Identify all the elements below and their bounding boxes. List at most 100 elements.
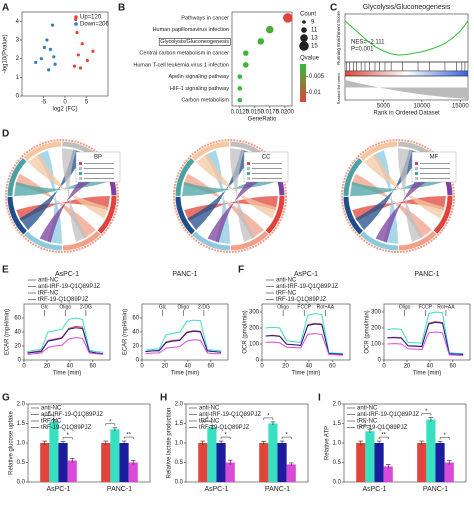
annotation: Rot+AA: [317, 304, 335, 310]
x-tick-label: 0: [382, 364, 386, 370]
x-tick-label: 40: [185, 364, 192, 370]
dot: [237, 97, 243, 103]
annotation: Oligo: [277, 304, 289, 310]
x-tick-label: 20: [162, 364, 169, 370]
plot-frame: [231, 11, 293, 107]
x-tick-label: 0: [63, 100, 67, 106]
legend-swatch: [74, 22, 78, 26]
bar: [268, 423, 278, 482]
dot: [243, 50, 249, 56]
legend-size: [301, 27, 307, 33]
y-tick-label: 60: [14, 316, 21, 322]
point: [72, 64, 77, 68]
bar: [216, 443, 226, 482]
x-tick-label: 40: [427, 364, 434, 370]
bar: [435, 443, 445, 482]
y-tick-label: 20: [132, 344, 139, 350]
y-tick-label: 0.5: [17, 460, 26, 466]
legend-label: tRF-NC: [38, 291, 59, 297]
bar: [383, 466, 393, 482]
x-tick-label: PANC-1: [107, 486, 132, 493]
annotation: 2-DG: [80, 304, 92, 310]
y-tick-label: 2.0: [175, 402, 184, 408]
y-tick-label: 20: [14, 344, 21, 350]
x-tick-label: 0.0150: [246, 110, 265, 116]
x-tick-label: 60: [89, 364, 96, 370]
bar: [67, 460, 77, 482]
legend-title: Count: [300, 12, 316, 18]
chord-legend-swatch: [247, 177, 250, 180]
x-tick-label: 20: [404, 364, 411, 370]
chord-legend-swatch: [79, 177, 82, 180]
sig-bracket: [378, 436, 389, 440]
legend-label: anti-tRF-19-Q1Q89PJZ: [357, 412, 419, 418]
legend-label: anti-NC: [357, 406, 378, 412]
y-tick-label: 40: [132, 330, 139, 336]
series-line: [27, 337, 104, 355]
y-tick-label: 1.5: [17, 421, 26, 427]
series-line: [387, 331, 464, 357]
sig-label: *: [109, 419, 112, 425]
error-bar: [437, 441, 443, 445]
legend-label: anti-NC: [41, 406, 62, 412]
chord-legend-swatch: [79, 162, 82, 165]
bar: [356, 443, 366, 482]
sig-bracket: [123, 436, 134, 440]
error-bar: [419, 440, 425, 445]
series-line: [265, 323, 343, 355]
x-tick-label: 0: [140, 364, 144, 370]
y-tick-label: 0.5: [333, 460, 342, 466]
legend-size: [300, 34, 308, 42]
bar: [286, 464, 296, 482]
chord-legend-box: [243, 151, 289, 183]
point: [47, 68, 51, 72]
y-tick-label: 1.0: [175, 441, 184, 447]
bar: [374, 443, 384, 482]
bar: [110, 429, 120, 482]
y-axis-label: OCR (pmol/min): [243, 310, 249, 353]
chord-outer-ring: [173, 139, 287, 253]
panel-label: G: [2, 393, 10, 404]
y-tick-label: 1.0: [333, 441, 342, 447]
chord-legend-title: MF: [430, 155, 439, 161]
chord-legend-swatch: [415, 162, 418, 165]
sig-label: *: [206, 417, 209, 423]
series-line: [145, 339, 222, 355]
y-tick-label: 2: [16, 56, 20, 62]
chord-legend-swatch: [415, 172, 418, 175]
annotation: Glc: [159, 304, 167, 310]
error-bar: [209, 425, 215, 430]
annotation: Rot+AA: [437, 304, 455, 310]
category-label: Glycolysis/Gluconeogenesis: [160, 39, 229, 45]
x-tick-label: 0.0125: [231, 110, 250, 116]
point: [53, 62, 57, 66]
point: [45, 38, 49, 42]
y-axis-label: Ranked list metric: [336, 73, 341, 105]
error-bar: [288, 462, 294, 467]
sig-bracket: [220, 436, 231, 440]
bar: [277, 443, 287, 482]
legend-label: 9: [311, 20, 315, 26]
error-bar: [446, 460, 452, 465]
hits-frame: [344, 61, 469, 72]
bar: [225, 462, 235, 482]
x-tick-label: 40: [306, 364, 313, 370]
y-tick-label: 200: [371, 326, 382, 332]
y-tick-label: 2.0: [17, 402, 26, 408]
bar: [40, 443, 50, 482]
chord-legend-swatch: [79, 172, 82, 175]
chord-ribbon: [62, 148, 88, 242]
panel-label: E: [2, 265, 9, 276]
bar: [128, 462, 138, 482]
chart-title: PANC-1: [172, 271, 197, 278]
error-bar: [51, 419, 57, 424]
sig-bracket: [263, 417, 274, 420]
error-bar: [358, 440, 364, 445]
colorbar: [300, 64, 306, 102]
x-axis-label: GeneRatio: [248, 117, 277, 123]
panel-label: I: [318, 393, 321, 404]
rank-strip: [344, 70, 469, 77]
y-tick-label: 100: [249, 342, 260, 348]
x-axis-label: Time (min): [53, 371, 81, 377]
